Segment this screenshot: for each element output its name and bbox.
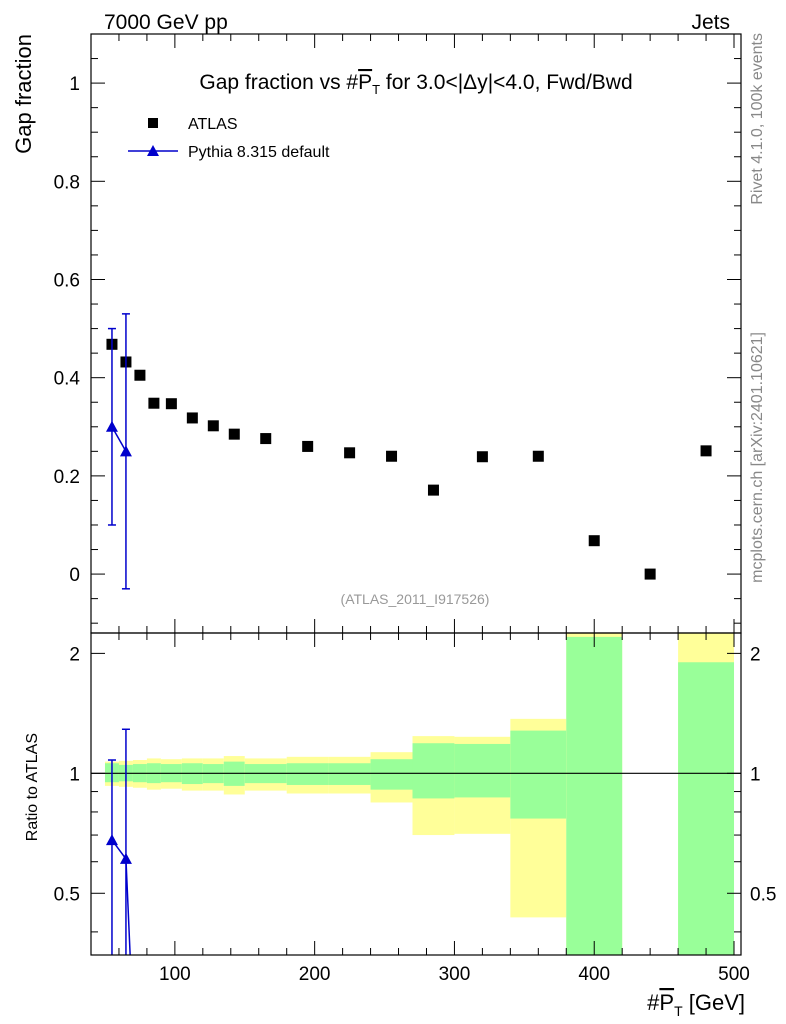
- ratio-y-tick-label-left: 1: [69, 764, 80, 785]
- x-tick-label: 300: [439, 964, 471, 985]
- x-tick-label: 100: [159, 964, 191, 985]
- mcplots-label: mcplots.cern.ch [arXiv:2401.10621]: [749, 332, 766, 583]
- green-band-16: [678, 662, 735, 955]
- title-prefix: Gap fraction vs #: [199, 71, 358, 94]
- atlas-point-11: [386, 450, 398, 462]
- title-subscript: T: [372, 82, 380, 97]
- ratio-y-tick-label-right: 0.5: [750, 884, 776, 905]
- ratio-pythia-point-0: [105, 834, 118, 846]
- ratio-y-tick-label-right: 2: [750, 644, 761, 665]
- plot-title: Gap fraction vs #PT for 3.0<|Δy|<4.0, Fw…: [199, 71, 632, 97]
- main-y-tick-label: 0.8: [54, 172, 80, 193]
- ratio-uncertainty-bands: [91, 633, 741, 955]
- title-symbol: P: [358, 71, 372, 94]
- main-y-tick-label: 0.6: [54, 270, 80, 291]
- green-band-9: [286, 763, 329, 785]
- green-band-15: [566, 636, 623, 955]
- legend: ATLAS Pythia 8.315 default: [128, 116, 330, 161]
- legend-atlas-label: ATLAS: [188, 116, 238, 133]
- green-band-12: [412, 743, 455, 799]
- main-y-axis-label: Gap fraction: [11, 34, 36, 154]
- main-y-tick-label: 1: [69, 74, 80, 95]
- atlas-point-15: [588, 535, 600, 547]
- atlas-point-6: [207, 420, 219, 432]
- x-tick-label: 400: [578, 964, 610, 985]
- main-y-tick-label: 0.4: [54, 369, 81, 390]
- xlabel-symbol: P: [659, 990, 674, 1015]
- ratio-pythia-line: [111, 839, 131, 956]
- atlas-point-5: [186, 412, 198, 424]
- legend-pythia-label: Pythia 8.315 default: [188, 144, 330, 161]
- atlas-point-2: [134, 369, 146, 381]
- atlas-point-4: [165, 398, 177, 410]
- ratio-y-tick-label-left: 0.5: [54, 884, 80, 905]
- x-tick-label: 200: [299, 964, 331, 985]
- ratio-y-tick-label-right: 1: [750, 764, 761, 785]
- green-band-11: [370, 759, 413, 790]
- atlas-point-13: [476, 451, 488, 463]
- main-plot-series: [105, 313, 712, 590]
- atlas-point-14: [532, 450, 544, 462]
- green-band-13: [454, 743, 511, 798]
- pythia-line: [111, 426, 127, 452]
- header-right: Jets: [691, 11, 730, 34]
- x-axis-label: #PT [GeV]: [647, 990, 745, 1019]
- xlabel-subscript: T: [674, 1003, 683, 1019]
- atlas-point-16: [644, 568, 656, 580]
- axes-frames: 100 200 300 400 500 0 0.2 0.4 0.6 0.8 1 0.5 0.5 1 1 2 2: [54, 33, 776, 985]
- legend-pythia-marker: [147, 145, 159, 156]
- main-y-tick-label: 0.2: [54, 467, 80, 488]
- ratio-y-tick-label-left: 2: [69, 644, 80, 665]
- ratio-plot-frame: [90, 632, 742, 956]
- atlas-point-7: [228, 428, 240, 440]
- atlas-point-3: [148, 397, 160, 409]
- ratio-y-axis-label: Ratio to ATLAS: [24, 733, 41, 841]
- green-band-10: [328, 763, 371, 785]
- atlas-point-17: [700, 445, 712, 457]
- x-tick-label: 500: [718, 964, 750, 985]
- green-band-14: [510, 730, 567, 819]
- pythia-point-0: [105, 420, 118, 432]
- ratio-plot-series: [105, 728, 132, 956]
- atlas-point-8: [260, 433, 272, 445]
- atlas-point-12: [427, 484, 439, 496]
- analysis-label: (ATLAS_2011_I917526): [341, 591, 490, 607]
- atlas-point-10: [344, 447, 356, 459]
- legend-atlas-marker: [148, 118, 158, 128]
- title-suffix: for 3.0<|Δy|<4.0, Fwd/Bwd: [380, 71, 633, 94]
- main-y-tick-label: 0: [69, 565, 80, 586]
- header-left: 7000 GeV pp: [104, 11, 228, 34]
- xlabel-suffix: [GeV]: [683, 990, 745, 1015]
- rivet-version-label: Rivet 4.1.0, 100k events: [749, 33, 766, 205]
- xlabel-prefix: #: [647, 990, 660, 1015]
- atlas-point-9: [302, 440, 314, 452]
